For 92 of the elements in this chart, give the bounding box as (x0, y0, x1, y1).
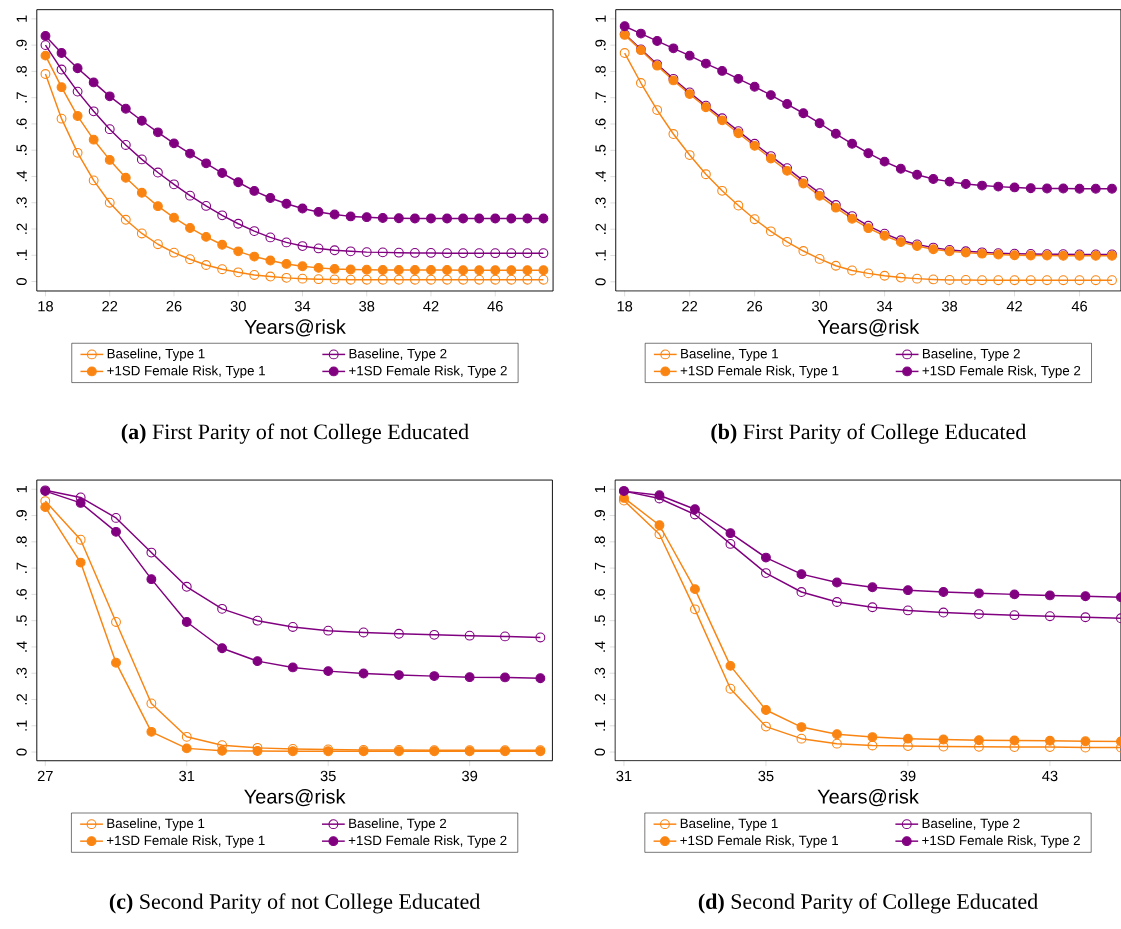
y-tick-label: .5 (16, 144, 27, 155)
legend-label: Baseline, Type 1 (681, 348, 778, 362)
legend-label: Baseline, Type 2 (349, 348, 447, 362)
y-tick-label: .1 (594, 720, 606, 731)
y-tick-label: 1 (16, 15, 27, 22)
y-tick-label: .5 (595, 144, 606, 156)
y-tick-label: 0 (16, 278, 27, 286)
text: (a) First Parity of not College Educated (121, 423, 469, 444)
text: (c) Second Parity of not College Educated (109, 893, 481, 914)
x-axis-title: Years@risk (244, 319, 346, 337)
y-tick-label: .2 (16, 223, 27, 234)
y-tick-label: .7 (16, 562, 27, 573)
x-tick-label: 22 (682, 301, 698, 312)
y-tick-label: .1 (595, 250, 606, 261)
legend-label: Baseline, Type 2 (349, 818, 447, 831)
x-tick-label: 27 (37, 770, 53, 782)
x-tick-label: 38 (359, 301, 375, 312)
y-tick-label: .9 (594, 510, 606, 521)
y-tick-label: .2 (16, 694, 27, 705)
y-tick-label: .2 (594, 694, 606, 705)
legend-label: +1SD Female Risk, Type 1 (680, 365, 839, 379)
legend-label: +1SD Female Risk, Type 1 (680, 835, 839, 848)
legend-label: Baseline, Type 2 (922, 348, 1020, 362)
y-tick-label: .7 (16, 92, 27, 103)
x-tick-label: 30 (812, 301, 828, 312)
x-tick-label: 39 (462, 770, 478, 782)
x-tick-label: 34 (294, 301, 311, 312)
x-tick-label: 22 (102, 301, 118, 312)
legend-label: +1SD Female Risk, Type 1 (106, 835, 265, 848)
y-tick-label: 0 (16, 748, 27, 756)
y-tick-label: .8 (16, 536, 27, 547)
y-tick-label: .4 (16, 641, 27, 652)
x-tick-label: 30 (230, 301, 246, 312)
x-axis-title: Years@risk (817, 788, 919, 807)
y-tick-label: .4 (595, 170, 606, 182)
y-tick-label: .6 (16, 118, 27, 129)
y-tick-label: .7 (595, 92, 606, 103)
legend-label: +1SD Female Risk, Type 2 (922, 835, 1080, 848)
x-tick-label: 35 (758, 770, 774, 782)
x-tick-label: 31 (616, 770, 632, 782)
y-tick-label: .4 (16, 170, 27, 182)
y-tick-label: .3 (594, 667, 606, 678)
x-tick-label: 43 (1042, 770, 1058, 782)
y-tick-label: .9 (595, 39, 606, 50)
legend-label: +1SD Female Risk, Type 2 (348, 835, 507, 848)
y-tick-label: .2 (595, 223, 606, 234)
x-axis-title: Years@risk (817, 319, 920, 337)
x-tick-label: 18 (38, 301, 53, 312)
x-tick-label: 18 (617, 301, 633, 312)
x-tick-label: 26 (166, 301, 182, 312)
x-axis-title: Years@risk (244, 788, 346, 807)
y-tick-label: .1 (16, 249, 27, 261)
y-tick-label: .8 (595, 65, 606, 77)
y-tick-label: .8 (16, 65, 27, 77)
legend-label: Baseline, Type 2 (922, 818, 1020, 831)
y-tick-label: .5 (594, 615, 606, 626)
y-tick-label: .6 (16, 588, 27, 600)
legend-label: +1SD Female Risk, Type 2 (349, 365, 507, 379)
x-tick-label: 35 (320, 770, 336, 782)
x-tick-label: 34 (876, 301, 893, 312)
x-tick-label: 31 (179, 770, 195, 782)
y-tick-label: .4 (594, 641, 606, 652)
y-tick-label: .6 (594, 588, 606, 600)
y-tick-label: .6 (595, 118, 606, 129)
y-tick-label: .3 (595, 197, 606, 208)
y-tick-label: .5 (16, 615, 27, 626)
y-tick-label: .1 (16, 720, 27, 731)
y-tick-label: 1 (595, 15, 606, 22)
x-tick-label: 39 (900, 770, 916, 782)
legend-label: Baseline, Type 1 (680, 818, 778, 831)
legend-label: Baseline, Type 1 (107, 818, 205, 831)
text: (b) First Parity of College Educated (711, 423, 1027, 444)
x-tick-label: 38 (941, 301, 958, 312)
y-tick-label: .9 (16, 510, 27, 521)
y-tick-label: 0 (594, 748, 606, 756)
legend-label: +1SD Female Risk, Type 1 (107, 365, 265, 379)
y-tick-label: 1 (594, 485, 606, 493)
y-tick-label: 1 (16, 485, 27, 493)
x-tick-label: 26 (747, 301, 763, 312)
legend-label: Baseline, Type 1 (107, 348, 205, 362)
x-tick-label: 46 (1071, 301, 1088, 312)
legend-label: +1SD Female Risk, Type 2 (922, 365, 1081, 379)
y-tick-label: .8 (594, 536, 606, 547)
y-tick-label: .3 (16, 197, 27, 208)
y-tick-label: .9 (16, 39, 27, 50)
x-tick-label: 42 (423, 301, 439, 312)
y-tick-label: 0 (595, 278, 606, 286)
x-tick-label: 46 (487, 301, 503, 312)
text: (d) Second Parity of College Educated (698, 893, 1038, 914)
y-tick-label: .3 (16, 667, 27, 678)
y-tick-label: .7 (594, 562, 606, 573)
x-tick-label: 42 (1006, 301, 1022, 312)
